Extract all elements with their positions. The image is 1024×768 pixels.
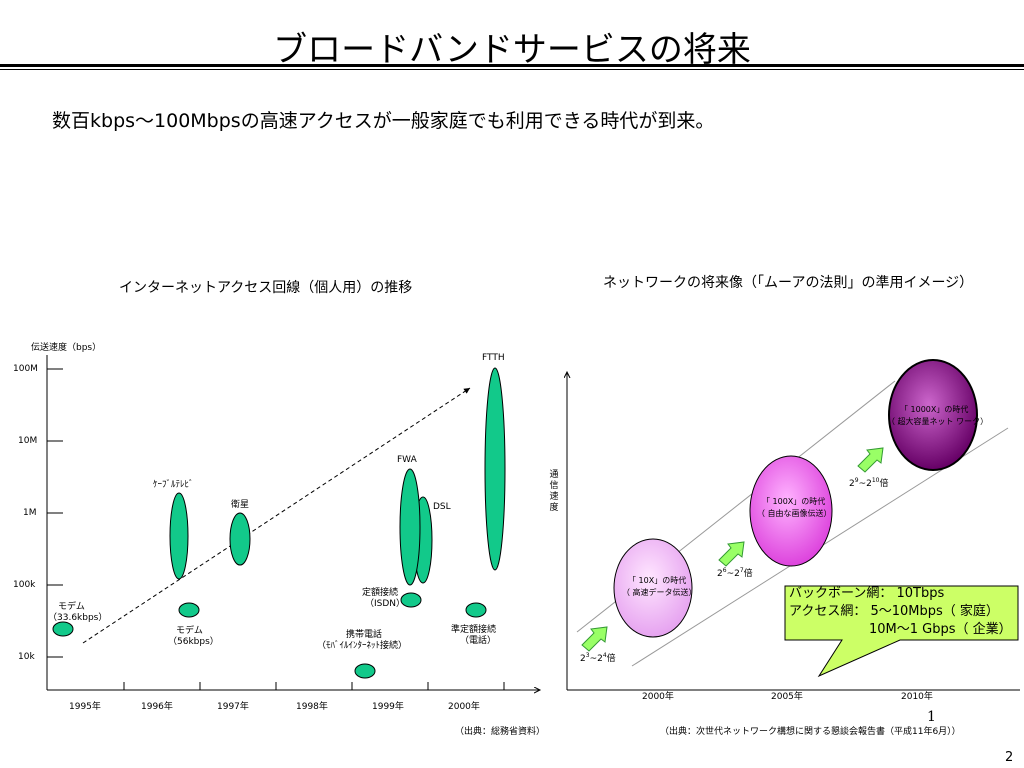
- multiplier-1: 23~24倍: [580, 652, 616, 664]
- x-tick-2000: 2000年: [448, 702, 480, 712]
- callout-line-backbone: バックボーン網： 10Tbps: [789, 586, 945, 601]
- trend-arrow: [82, 387, 471, 644]
- y-tick-10m: 10M: [18, 436, 38, 446]
- label-modem-33k-1: モデム: [58, 602, 85, 612]
- y-tick-1m: 1M: [23, 508, 37, 518]
- circle-100x: [749, 455, 833, 567]
- label-modem-56k-2: （56kbps）: [168, 637, 219, 647]
- label-fwa: FWA: [397, 455, 417, 465]
- x-tick-1995: 1995年: [69, 702, 101, 712]
- ftth-ellipse: [484, 367, 506, 571]
- circle-1000x-line2: （ 超大容量ネット ワーク）: [887, 417, 989, 426]
- multiplier-2: 26~27倍: [717, 567, 753, 579]
- right-chart-source: （出典：次世代ネットワーク構想に関する懇談会報告書（平成11年6月））: [660, 727, 961, 737]
- fwa-ellipse: [399, 468, 421, 586]
- y-tick-100k: 100k: [13, 580, 36, 590]
- y-tick-10k: 10k: [18, 652, 35, 662]
- label-semi-flat-2: （電話）: [460, 636, 497, 646]
- circle-100x-line2: （ 自由な画像伝送）: [757, 509, 832, 518]
- callout-line-access: アクセス網： 5～10Mbps（ 家庭）: [789, 604, 999, 619]
- isdn-ellipse: [400, 592, 422, 608]
- callout-box: バックボーン網： 10Tbps アクセス網： 5～10Mbps（ 家庭） 10M…: [781, 582, 1019, 644]
- satellite-ellipse: [229, 512, 251, 566]
- semi-flat-ellipse: [465, 602, 487, 618]
- page-number: 2: [1005, 750, 1014, 765]
- label-semi-flat-1: 準定額接続: [451, 625, 497, 635]
- right-x-tick-2005: 2005年: [771, 692, 803, 702]
- y-tick-100m: 100M: [13, 364, 38, 374]
- growth-arrow-1: [581, 626, 608, 652]
- modem-33k-ellipse: [52, 621, 74, 637]
- label-cable-tv: ｹｰﾌﾞﾙﾃﾚﾋﾞ: [153, 480, 194, 490]
- label-satellite: 衛星: [231, 500, 250, 510]
- left-chart-source: （出典：総務省資料）: [455, 727, 546, 737]
- label-modem-56k-1: モデム: [176, 626, 203, 636]
- cable-tv-ellipse: [169, 492, 189, 580]
- growth-arrow-3: [857, 447, 884, 473]
- label-isdn-1: 定額接続: [362, 588, 399, 598]
- slide-subtitle: 数百kbps～100Mbpsの高速アクセスが一般家庭でも利用できる時代が到来。: [52, 110, 715, 132]
- right-x-tick-2000: 2000年: [642, 692, 674, 702]
- circle-1000x: [888, 359, 978, 471]
- x-tick-1999: 1999年: [372, 702, 404, 712]
- right-x-tick-2010: 2010年: [901, 692, 933, 702]
- label-ftth: FTTH: [482, 353, 505, 363]
- small-marker: 1: [927, 709, 936, 725]
- title-rule-thin: [0, 69, 1024, 70]
- circle-10x-line2: （ 高速データ伝送）: [622, 588, 697, 597]
- title-rule-thick: [0, 64, 1024, 67]
- right-y-axis-label: 通信速度: [549, 470, 559, 513]
- slide-title: ブロードバンドサービスの将来: [273, 30, 751, 70]
- label-mobile-2: （ﾓﾊﾞｲﾙｲﾝﾀｰﾈｯﾄ接続）: [317, 641, 408, 651]
- label-modem-33k-2: （33.6kbps）: [48, 613, 108, 623]
- left-chart-caption: インターネットアクセス回線（個人用）の推移: [119, 280, 413, 296]
- multiplier-3: 29~210倍: [849, 477, 889, 489]
- modem-56k-ellipse: [178, 602, 200, 618]
- label-isdn-2: （ISDN）: [365, 599, 406, 609]
- circle-1000x-line1: 「 1000X」の時代: [900, 405, 969, 414]
- mobile-ellipse: [354, 663, 376, 679]
- x-tick-1998: 1998年: [296, 702, 328, 712]
- callout-line-enterprise: 10M～1 Gbps（ 企業）: [869, 622, 1012, 637]
- right-chart-caption: ネットワークの将来像（「ムーアの法則」の準用イメージ）: [603, 275, 974, 291]
- left-y-axis-label: 伝送速度（bps）: [31, 343, 102, 353]
- growth-arrow-2: [718, 541, 745, 567]
- callout-shape: [784, 585, 1019, 678]
- left-x-tick-marks: [123, 682, 505, 690]
- left-y-tick-marks: [47, 368, 63, 658]
- x-tick-1996: 1996年: [141, 702, 173, 712]
- label-mobile-1: 携帯電話: [346, 630, 383, 640]
- circle-10x: [613, 538, 693, 638]
- circle-10x-line1: 「 10X」の時代: [628, 576, 687, 585]
- label-dsl: DSL: [433, 502, 451, 512]
- x-tick-1997: 1997年: [217, 702, 249, 712]
- circle-100x-line1: 「 100X」の時代: [762, 497, 826, 506]
